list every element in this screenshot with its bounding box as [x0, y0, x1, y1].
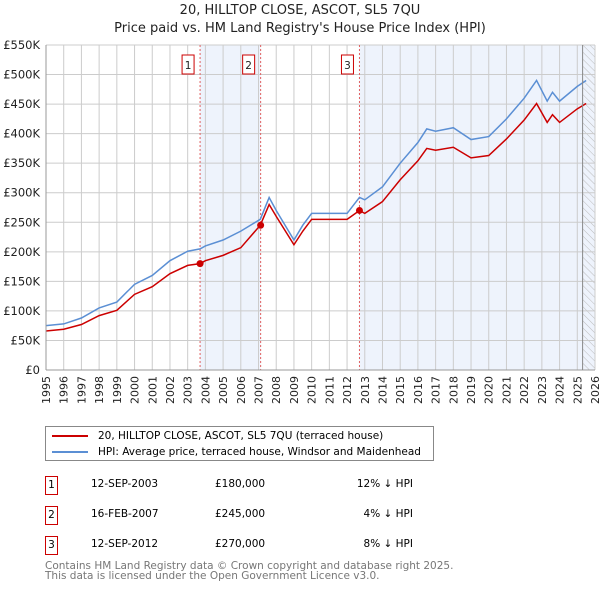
x-tick-label: 2021 [500, 376, 513, 404]
shaded-region [200, 45, 261, 370]
sale-marker-label: 3 [344, 60, 351, 72]
x-tick-label: 1995 [40, 376, 53, 404]
legend-label-property: 20, HILLTOP CLOSE, ASCOT, SL5 7QU (terra… [98, 430, 384, 442]
x-tick-label: 2022 [518, 376, 531, 404]
y-tick-label: £200K [3, 245, 40, 259]
x-tick-label: 2026 [589, 376, 600, 404]
x-tick-label: 2003 [182, 376, 195, 404]
x-tick-label: 2016 [412, 376, 425, 404]
legend-label-hpi: HPI: Average price, terraced house, Wind… [98, 446, 421, 458]
x-tick-label: 2014 [376, 376, 389, 404]
forecast-hatch [582, 45, 595, 370]
sale-point [355, 206, 363, 214]
x-tick-label: 2024 [554, 376, 567, 404]
x-tick-label: 2008 [270, 376, 283, 404]
x-tick-label: 2001 [146, 376, 159, 404]
x-tick-label: 2020 [483, 376, 496, 404]
sale-point [257, 221, 265, 229]
chart-title: 20, HILLTOP CLOSE, ASCOT, SL5 7QU [179, 3, 421, 18]
y-tick-label: £300K [3, 186, 40, 200]
sale-marker-label: 1 [45, 476, 58, 495]
y-tick-label: £100K [3, 304, 40, 318]
y-tick-label: £150K [3, 274, 40, 288]
x-tick-label: 2019 [465, 376, 478, 404]
x-tick-label: 2000 [129, 376, 142, 404]
sale-hpi-diff: 12% ↓ HPI [356, 478, 413, 490]
y-tick-label: £500K [3, 68, 40, 82]
sale-marker-box [181, 54, 195, 75]
x-tick-label: 2012 [341, 376, 354, 404]
footer-line-2: This data is licensed under the Open Gov… [45, 570, 380, 582]
y-tick-label: £0 [25, 363, 40, 377]
x-tick-label: 2015 [394, 376, 407, 404]
sale-marker-box [340, 54, 354, 75]
x-tick-label: 1999 [111, 376, 124, 404]
footer-line-1: Contains HM Land Registry data © Crown c… [45, 560, 454, 572]
y-tick-label: £250K [3, 215, 40, 229]
sale-point [196, 260, 204, 268]
hpi-line [45, 79, 587, 327]
x-tick-label: 2025 [571, 376, 584, 404]
x-tick-label: 2009 [288, 376, 301, 404]
plot-area: 1995 1996 1997 1998 1999 2000 2001 2002 2003 2004… [3, 38, 600, 404]
chart-subtitle: Price paid vs. HM Land Registry's House … [114, 21, 486, 36]
legend-swatch-hpi [52, 451, 88, 453]
legend-swatch-property [52, 435, 88, 437]
x-tick-label: 2023 [536, 376, 549, 404]
x-tick-label: 1996 [58, 376, 71, 404]
sale-marker-label: 1 [185, 60, 192, 72]
sale-marker-box [242, 54, 256, 75]
footer: Contains HM Land Registry data © Crown c… [45, 560, 454, 582]
x-tick-label: 2005 [217, 376, 230, 404]
shaded-region [359, 45, 595, 370]
property-line [45, 102, 587, 332]
x-tick-label: 1997 [75, 376, 88, 404]
sale-price: £270,000 [215, 538, 266, 550]
x-tick-label: 2013 [359, 376, 372, 404]
x-tick-label: 2006 [235, 376, 248, 404]
sale-hpi-diff: 8% ↓ HPI [363, 538, 413, 550]
legend: 20, HILLTOP CLOSE, ASCOT, SL5 7QU (terra… [45, 426, 434, 461]
sale-date: 16-FEB-2007 [91, 508, 159, 520]
sale-price: £245,000 [215, 508, 266, 520]
sale-hpi-diff: 4% ↓ HPI [363, 508, 413, 520]
x-tick-label: 2010 [306, 376, 319, 404]
y-tick-label: £400K [3, 127, 40, 141]
y-tick-label: £50K [11, 333, 41, 347]
sale-marker-label: 2 [45, 506, 58, 525]
sale-date: 12-SEP-2003 [91, 478, 159, 490]
x-tick-label: 2007 [253, 376, 266, 404]
sale-marker-label: 2 [245, 60, 252, 72]
x-tick-label: 2017 [430, 376, 443, 404]
sale-marker-label: 3 [45, 536, 58, 555]
sale-date: 12-SEP-2012 [91, 538, 159, 550]
x-tick-label: 2002 [164, 376, 177, 404]
x-tick-label: 2004 [199, 376, 212, 404]
x-tick-label: 2011 [323, 376, 336, 404]
y-tick-label: £450K [3, 97, 40, 111]
sale-price: £180,000 [215, 478, 266, 490]
y-tick-label: £350K [3, 156, 40, 170]
y-tick-label: £550K [3, 38, 40, 52]
x-tick-label: 1998 [93, 376, 106, 404]
x-tick-label: 2018 [447, 376, 460, 404]
